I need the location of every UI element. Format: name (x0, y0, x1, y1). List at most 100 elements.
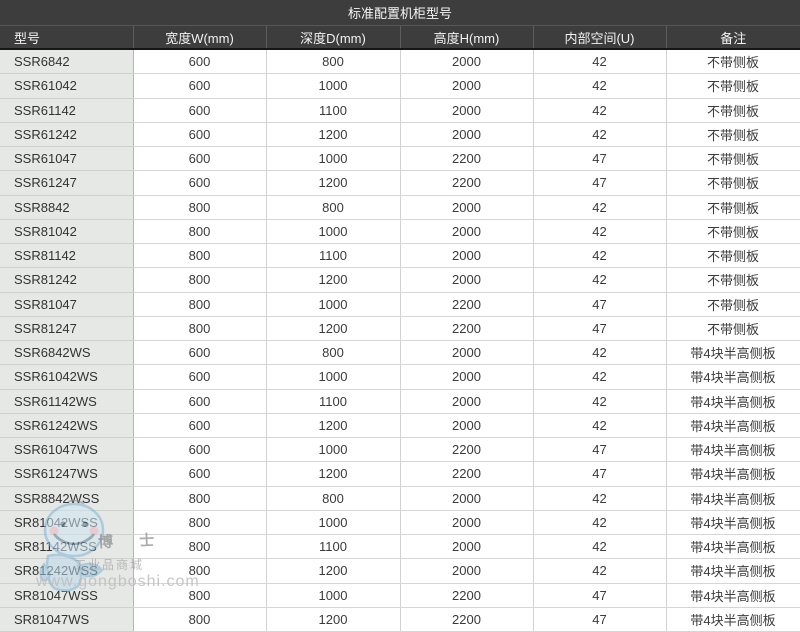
value-cell: 47 (532, 292, 666, 317)
col-header-remark: 备注 (665, 25, 800, 50)
value-cell: 800 (132, 316, 266, 342)
value-cell: 2200 (399, 583, 533, 608)
value-cell: 1100 (265, 534, 400, 560)
value-cell: 800 (132, 243, 266, 269)
value-cell: 带4块半高侧板 (665, 510, 800, 536)
value-cell: 1000 (265, 364, 400, 390)
value-cell: 2000 (399, 243, 533, 269)
value-cell: 800 (132, 583, 266, 608)
value-cell: 带4块半高侧板 (665, 558, 800, 584)
value-cell: 42 (532, 49, 666, 75)
value-cell: 带4块半高侧板 (665, 607, 800, 632)
value-cell: 1200 (265, 316, 400, 342)
value-cell: 不带侧板 (665, 292, 800, 317)
value-cell: 42 (532, 195, 666, 220)
table-title-row: 标准配置机柜型号 (0, 0, 800, 26)
col-header-height: 高度H(mm) (399, 25, 533, 50)
value-cell: 42 (532, 364, 666, 390)
value-cell: 2000 (399, 122, 533, 148)
value-cell: 800 (132, 534, 266, 560)
table-row: SSR81247 800 1200 2200 47 不带侧板 (0, 316, 800, 342)
value-cell: 1200 (265, 122, 400, 148)
model-cell: SSR61142 (0, 98, 133, 123)
value-cell: 600 (132, 98, 266, 123)
value-cell: 2200 (399, 461, 533, 487)
value-cell: 1000 (265, 73, 400, 99)
value-cell: 600 (132, 461, 266, 487)
value-cell: 2000 (399, 534, 533, 560)
table-row: SSR81242 800 1200 2000 42 不带侧板 (0, 267, 800, 293)
value-cell: 47 (532, 316, 666, 342)
col-header-units: 内部空间(U) (532, 25, 666, 50)
col-header-model: 型号 (0, 25, 133, 50)
value-cell: 600 (132, 364, 266, 390)
value-cell: 47 (532, 583, 666, 608)
table-row: SSR61047WS 600 1000 2200 47 带4块半高侧板 (0, 437, 800, 463)
value-cell: 2000 (399, 219, 533, 245)
col-header-width: 宽度W(mm) (132, 25, 266, 50)
value-cell: 带4块半高侧板 (665, 364, 800, 390)
table-row: SSR61042WS 600 1000 2000 42 带4块半高侧板 (0, 364, 800, 390)
value-cell: 800 (265, 195, 400, 220)
value-cell: 42 (532, 73, 666, 99)
model-cell: SSR81247 (0, 316, 133, 342)
value-cell: 42 (532, 219, 666, 245)
value-cell: 带4块半高侧板 (665, 534, 800, 560)
value-cell: 不带侧板 (665, 219, 800, 245)
value-cell: 47 (532, 146, 666, 172)
value-cell: 2000 (399, 340, 533, 366)
value-cell: 800 (265, 340, 400, 366)
value-cell: 1100 (265, 243, 400, 269)
table-row: SSR61242WS 600 1200 2000 42 带4块半高侧板 (0, 413, 800, 439)
value-cell: 42 (532, 122, 666, 148)
model-cell: SSR61047 (0, 146, 133, 172)
table-row: SSR81047 800 1000 2200 47 不带侧板 (0, 292, 800, 317)
model-cell: SSR61247 (0, 170, 133, 196)
model-cell: SSR61247WS (0, 461, 133, 487)
value-cell: 42 (532, 486, 666, 511)
table-row: SR81142WSS 800 1100 2000 42 带4块半高侧板 (0, 534, 800, 560)
value-cell: 1000 (265, 437, 400, 463)
value-cell: 1000 (265, 510, 400, 536)
value-cell: 不带侧板 (665, 73, 800, 99)
value-cell: 1200 (265, 558, 400, 584)
table-row: SSR61142WS 600 1100 2000 42 带4块半高侧板 (0, 389, 800, 414)
col-header-depth: 深度D(mm) (265, 25, 400, 50)
value-cell: 2000 (399, 267, 533, 293)
model-cell: SSR8842 (0, 195, 133, 220)
value-cell: 800 (132, 558, 266, 584)
value-cell: 1100 (265, 98, 400, 123)
value-cell: 2000 (399, 98, 533, 123)
value-cell: 带4块半高侧板 (665, 437, 800, 463)
value-cell: 带4块半高侧板 (665, 583, 800, 608)
model-cell: SSR81142 (0, 243, 133, 269)
table-body: SSR6842 600 800 2000 42 不带侧板 SSR61042 600 1000 20… (0, 49, 800, 632)
table-row: SSR8842WSS 800 800 2000 42 带4块半高侧板 (0, 486, 800, 511)
value-cell: 800 (132, 219, 266, 245)
value-cell: 2200 (399, 170, 533, 196)
value-cell: 600 (132, 73, 266, 99)
value-cell: 不带侧板 (665, 49, 800, 75)
value-cell: 2000 (399, 49, 533, 75)
value-cell: 42 (532, 340, 666, 366)
value-cell: 600 (132, 122, 266, 148)
value-cell: 带4块半高侧板 (665, 389, 800, 414)
table-row: SSR61042 600 1000 2000 42 不带侧板 (0, 73, 800, 99)
value-cell: 2000 (399, 510, 533, 536)
table-title: 标准配置机柜型号 (0, 0, 800, 26)
value-cell: 42 (532, 413, 666, 439)
value-cell: 600 (132, 413, 266, 439)
value-cell: 1200 (265, 267, 400, 293)
value-cell: 不带侧板 (665, 170, 800, 196)
value-cell: 1100 (265, 389, 400, 414)
value-cell: 42 (532, 510, 666, 536)
value-cell: 2000 (399, 364, 533, 390)
value-cell: 带4块半高侧板 (665, 413, 800, 439)
value-cell: 42 (532, 243, 666, 269)
value-cell: 带4块半高侧板 (665, 461, 800, 487)
value-cell: 800 (132, 607, 266, 632)
value-cell: 42 (532, 98, 666, 123)
model-cell: SSR61242WS (0, 413, 133, 439)
model-cell: SSR61142WS (0, 389, 133, 414)
